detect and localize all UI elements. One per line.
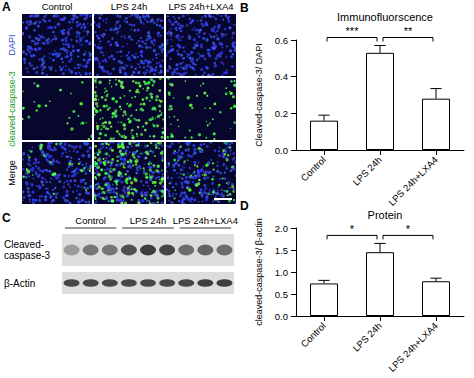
svg-text:LPS 24h+LXA4: LPS 24h+LXA4 [173, 215, 238, 226]
svg-text:1.0: 1.0 [275, 267, 288, 278]
svg-text:LPS 24h: LPS 24h [350, 154, 384, 188]
svg-text:Protein: Protein [368, 209, 403, 221]
svg-text:LPS 24h: LPS 24h [350, 320, 384, 354]
svg-text:Cleaved-: Cleaved- [4, 239, 44, 250]
svg-text:Control: Control [42, 1, 73, 12]
svg-text:**: ** [404, 25, 413, 37]
svg-text:cleaved-caspase-3/ β-actin: cleaved-caspase-3/ β-actin [254, 218, 264, 326]
svg-text:Control: Control [75, 215, 106, 226]
svg-text:Control: Control [298, 154, 327, 183]
svg-text:***: *** [346, 25, 360, 37]
svg-text:C: C [2, 211, 11, 225]
svg-text:A: A [2, 0, 11, 14]
svg-text:LPS 24h+LXA4: LPS 24h+LXA4 [168, 1, 233, 12]
svg-text:LPS 24h+LXA4: LPS 24h+LXA4 [386, 154, 440, 208]
svg-text:Cleaved-caspase-3/ DAPI: Cleaved-caspase-3/ DAPI [254, 43, 264, 147]
svg-text:LPS 24h: LPS 24h [130, 215, 166, 226]
svg-text:Immunofluorscence: Immunofluorscence [337, 11, 433, 23]
svg-text:caspase-3: caspase-3 [4, 250, 51, 261]
svg-text:B: B [240, 1, 249, 15]
svg-text:LPS 24h+LXA4: LPS 24h+LXA4 [386, 320, 440, 374]
svg-text:*: * [406, 223, 411, 235]
svg-text:0.5: 0.5 [275, 289, 288, 300]
svg-text:LPS 24h: LPS 24h [111, 1, 147, 12]
svg-text:Merge: Merge [7, 160, 17, 186]
svg-text:D: D [240, 199, 249, 213]
svg-text:cleaved-caspase-3: cleaved-caspase-3 [7, 71, 17, 147]
svg-text:1.5: 1.5 [275, 245, 288, 256]
svg-text:DAPI: DAPI [7, 34, 17, 55]
svg-text:0.0: 0.0 [275, 311, 288, 322]
svg-text:0.6: 0.6 [275, 35, 288, 46]
svg-text:Control: Control [298, 320, 327, 349]
svg-text:0.2: 0.2 [275, 108, 288, 119]
svg-text:*: * [350, 223, 355, 235]
svg-text:β-Actin: β-Actin [4, 278, 35, 289]
svg-text:0.4: 0.4 [275, 71, 288, 82]
svg-text:0.0: 0.0 [275, 145, 288, 156]
svg-text:2.0: 2.0 [275, 223, 288, 234]
